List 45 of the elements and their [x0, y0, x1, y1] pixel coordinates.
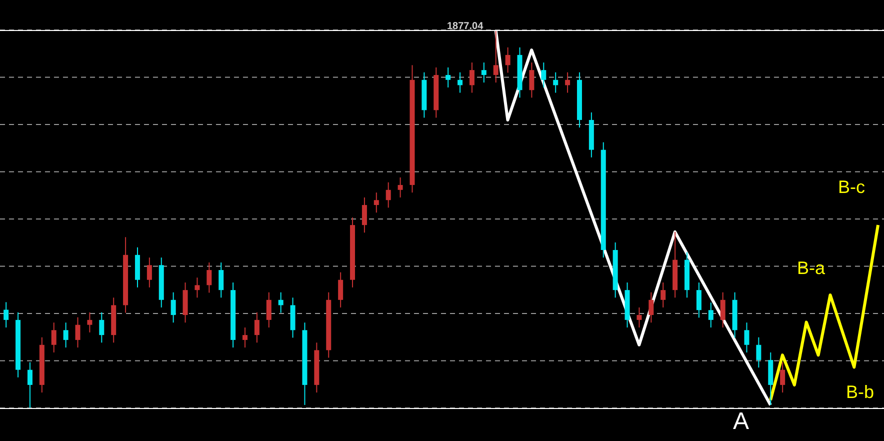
candlestick	[398, 176, 403, 198]
candlestick	[99, 312, 104, 344]
candlestick	[565, 72, 570, 94]
candlestick	[194, 277, 200, 298]
candlestick	[218, 262, 224, 298]
annotation: B-b	[846, 382, 874, 402]
candlestick	[206, 262, 212, 294]
candlestick	[170, 292, 176, 324]
candlestick	[696, 282, 702, 318]
candlestick	[278, 292, 284, 314]
candlestick	[756, 336, 762, 368]
annotation: B-c	[838, 177, 865, 197]
candlestick	[660, 282, 666, 308]
candlestick	[87, 312, 92, 333]
candlestick	[242, 326, 248, 348]
candlestick	[708, 302, 714, 328]
candlestick	[553, 72, 558, 94]
annotation: A	[733, 408, 750, 435]
candlestick	[529, 62, 534, 98]
candlestick	[780, 362, 786, 393]
candlestick	[27, 362, 32, 408]
candlestick	[266, 292, 272, 328]
candlestick	[51, 322, 56, 353]
candlestick	[469, 62, 474, 94]
candlestick	[146, 257, 152, 288]
candlestick	[720, 292, 726, 328]
candlestick	[75, 316, 80, 348]
annotation: B-a	[797, 258, 826, 278]
candlestick	[493, 30, 498, 84]
candlestick	[4, 302, 9, 328]
candlestick	[648, 292, 654, 324]
candlestick	[63, 322, 68, 348]
candlestick	[446, 66, 451, 88]
candlestick	[744, 322, 750, 353]
candlestick	[338, 272, 344, 308]
candlestick	[505, 46, 510, 74]
candlestick	[481, 62, 486, 84]
candlestick	[374, 192, 379, 214]
candlestick	[541, 62, 546, 88]
candlestick	[254, 312, 260, 344]
annotation: 1877.04	[447, 21, 484, 32]
candlestick	[458, 72, 463, 94]
candlestick	[362, 196, 367, 234]
candlestick	[386, 182, 391, 208]
candlestick	[636, 306, 642, 328]
